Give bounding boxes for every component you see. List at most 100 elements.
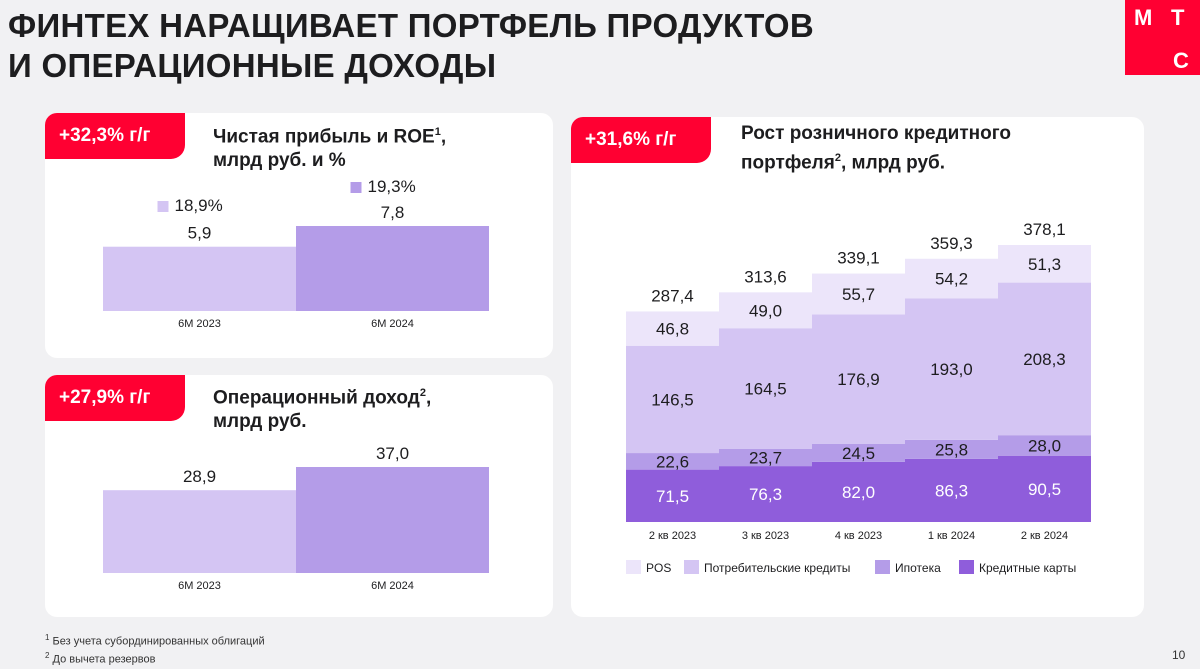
net-profit-title-line2: млрд руб. и % bbox=[213, 150, 346, 172]
income-value-label: 28,9 bbox=[183, 467, 216, 486]
credit-portfolio-title-footnote: 2 bbox=[834, 152, 841, 164]
portfolio-total-label: 359,3 bbox=[930, 234, 973, 253]
portfolio-legend-marker bbox=[875, 560, 890, 574]
portfolio-segment bbox=[719, 466, 812, 522]
profit-roe-label: 18,9% bbox=[175, 196, 223, 215]
footnote-2-marker: 2 bbox=[45, 650, 50, 660]
portfolio-legend-label: Ипотека bbox=[895, 561, 941, 575]
portfolio-segment bbox=[719, 448, 812, 467]
logo-letter-m: М bbox=[1134, 5, 1153, 30]
credit-portfolio-title: Рост розничного кредитного портфеля2, мл… bbox=[741, 122, 1011, 175]
portfolio-legend-label: Потребительские кредиты bbox=[704, 561, 850, 575]
profit-value-label: 7,8 bbox=[381, 203, 405, 222]
operating-income-title-footnote: 2 bbox=[419, 387, 426, 399]
portfolio-total-label: 313,6 bbox=[744, 267, 787, 286]
portfolio-segment-label: 164,5 bbox=[744, 379, 787, 398]
portfolio-segment bbox=[905, 258, 998, 299]
page-number: 10 bbox=[1172, 648, 1186, 662]
portfolio-segment-label: 24,5 bbox=[842, 444, 875, 463]
portfolio-segment-label: 25,8 bbox=[935, 440, 968, 459]
net-profit-title-footnote: 1 bbox=[434, 126, 441, 138]
portfolio-segment-label: 86,3 bbox=[935, 481, 968, 500]
portfolio-legend-label: Кредитные карты bbox=[979, 561, 1076, 575]
portfolio-segment bbox=[998, 455, 1091, 522]
profit-bar bbox=[296, 226, 489, 311]
portfolio-segment bbox=[626, 453, 719, 470]
net-profit-title-text: Чистая прибыль и ROE bbox=[213, 126, 435, 148]
operating-income-title-text: Операционный доход bbox=[213, 387, 420, 409]
net-profit-growth-badge: +32,3% г/г bbox=[45, 113, 185, 159]
portfolio-segment bbox=[812, 314, 905, 444]
mts-logo: М Т С bbox=[1125, 0, 1200, 75]
portfolio-segment bbox=[812, 461, 905, 522]
profit-roe-marker bbox=[157, 201, 169, 212]
footnotes: 1 Без учета субординированных облигаций … bbox=[45, 631, 265, 666]
profit-bar bbox=[103, 246, 296, 311]
portfolio-segment bbox=[998, 245, 1091, 283]
credit-portfolio-title-line2: портфеля bbox=[741, 152, 835, 174]
portfolio-segment bbox=[905, 458, 998, 522]
portfolio-total-label: 378,1 bbox=[1023, 220, 1066, 239]
portfolio-segment-label: 28,0 bbox=[1028, 436, 1061, 455]
portfolio-segment-label: 22,6 bbox=[656, 452, 689, 471]
net-profit-card: +32,3% г/г Чистая прибыль и ROE1, млрд р… bbox=[45, 113, 553, 358]
portfolio-category-label: 4 кв 2023 bbox=[835, 530, 882, 542]
footnote-2-text: До вычета резервов bbox=[52, 653, 156, 666]
income-bar bbox=[296, 467, 489, 573]
portfolio-segment-label: 55,7 bbox=[842, 285, 875, 304]
portfolio-segment bbox=[998, 282, 1091, 436]
profit-value-label: 5,9 bbox=[188, 224, 212, 243]
credit-portfolio-growth-badge: +31,6% г/г bbox=[571, 117, 711, 163]
operating-income-chart: 28,9 6M 2023 37,0 6M 2024 bbox=[103, 444, 489, 592]
portfolio-segment-label: 23,7 bbox=[749, 448, 782, 467]
portfolio-segment-label: 176,9 bbox=[837, 370, 880, 389]
portfolio-segment-label: 54,2 bbox=[935, 270, 968, 289]
operating-income-growth-badge: +27,9% г/г bbox=[45, 375, 185, 421]
page-title: ФИНТЕХ НАРАЩИВАЕТ ПОРТФЕЛЬ ПРОДУКТОВ И О… bbox=[8, 7, 815, 84]
portfolio-category-label: 2 кв 2024 bbox=[1021, 530, 1068, 542]
credit-portfolio-card: +31,6% г/г Рост розничного кредитного по… bbox=[571, 117, 1144, 617]
portfolio-segment-label: 193,0 bbox=[930, 360, 973, 379]
portfolio-segment-label: 146,5 bbox=[651, 390, 694, 409]
footnote-2: 2 До вычета резервов bbox=[45, 649, 265, 667]
portfolio-segment-label: 49,0 bbox=[749, 301, 782, 320]
portfolio-segment-label: 46,8 bbox=[656, 320, 689, 339]
credit-portfolio-title-rest: , млрд руб. bbox=[840, 152, 946, 174]
portfolio-segment-label: 51,3 bbox=[1028, 255, 1061, 274]
portfolio-segment bbox=[905, 298, 998, 440]
portfolio-segment-label: 82,0 bbox=[842, 483, 875, 502]
income-category-label: 6M 2023 bbox=[178, 580, 221, 592]
portfolio-legend-label: POS bbox=[646, 561, 671, 575]
portfolio-segment bbox=[719, 292, 812, 329]
operating-income-title-line2: млрд руб. bbox=[213, 411, 307, 433]
income-value-label: 37,0 bbox=[376, 444, 409, 463]
portfolio-segment-label: 90,5 bbox=[1028, 480, 1061, 499]
profit-roe-label: 19,3% bbox=[368, 177, 416, 196]
income-bar bbox=[103, 490, 296, 573]
portfolio-category-label: 3 кв 2023 bbox=[742, 530, 789, 542]
footnote-1-text: Без учета субординированных облигаций bbox=[52, 635, 265, 648]
portfolio-segment bbox=[626, 311, 719, 346]
portfolio-segment bbox=[812, 443, 905, 462]
logo-letter-s: С bbox=[1173, 48, 1189, 73]
portfolio-segment-label: 208,3 bbox=[1023, 350, 1066, 369]
portfolio-segment bbox=[998, 435, 1091, 456]
footnote-1: 1 Без учета субординированных облигаций bbox=[45, 631, 265, 649]
profit-category-label: 6M 2023 bbox=[178, 318, 221, 330]
operating-income-card: +27,9% г/г Операционный доход2, млрд руб… bbox=[45, 375, 553, 617]
profit-category-label: 6M 2024 bbox=[371, 318, 414, 330]
portfolio-legend-marker bbox=[684, 560, 699, 574]
footnote-1-marker: 1 bbox=[45, 633, 50, 642]
portfolio-total-label: 339,1 bbox=[837, 249, 880, 268]
net-profit-chart: 5,9 6M 2023 18,9% 7,8 6M 2024 19,3% bbox=[103, 177, 489, 330]
operating-income-title: Операционный доход2, млрд руб. bbox=[213, 387, 432, 433]
credit-portfolio-chart: 71,5 22,6 146,5 46,8 287,4 2 кв 2023 76,3 23,7 1… bbox=[626, 220, 1091, 575]
logo-letter-t: Т bbox=[1171, 5, 1185, 30]
portfolio-segment bbox=[719, 328, 812, 449]
portfolio-category-label: 2 кв 2023 bbox=[649, 530, 696, 542]
portfolio-total-label: 287,4 bbox=[651, 286, 694, 305]
portfolio-segment bbox=[626, 345, 719, 454]
portfolio-segment bbox=[626, 469, 719, 522]
credit-portfolio-title-text: Рост розничного кредитного bbox=[741, 123, 1012, 144]
income-category-label: 6M 2024 bbox=[371, 580, 414, 592]
